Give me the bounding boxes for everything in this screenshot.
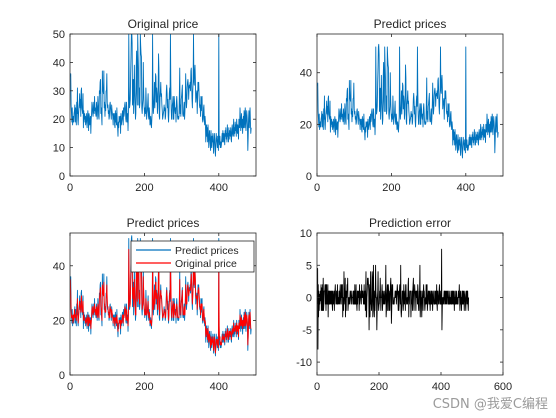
- subplot-prediction-error: 0 200 400 600 -10 -5 0 5 10 Prediction error: [296, 216, 512, 393]
- y-tick-label: 20: [53, 114, 65, 126]
- series-line-predict-prices: [70, 235, 252, 357]
- legend-box: [130, 240, 255, 273]
- x-tick-label: 200: [370, 381, 388, 393]
- x-tick-label: 0: [314, 381, 320, 393]
- x-tick-label: 0: [67, 381, 73, 393]
- y-tick-label: -5: [302, 325, 312, 337]
- y-tick-label: 10: [300, 228, 312, 240]
- y-tick-label: 50: [53, 29, 65, 41]
- x-tick-label: 600: [494, 381, 512, 393]
- subplot-predict-vs-original: 0 200 400 0 20 40 Predict prices Predict prices…: [53, 216, 257, 393]
- x-tick-label: 200: [135, 381, 153, 393]
- subplot-predict-prices: 0 200 400 0 20 40 Predict prices: [300, 17, 504, 194]
- x-tick-label: 200: [135, 182, 153, 194]
- y-tick-label: -10: [296, 357, 312, 369]
- x-tick-label: 0: [67, 182, 73, 194]
- y-tick-label: 20: [300, 119, 312, 131]
- y-tick-label: 0: [306, 293, 312, 305]
- axes-box: [316, 33, 504, 177]
- axes-box: [69, 33, 257, 177]
- y-tick-label: 0: [59, 171, 65, 183]
- x-tick-label: 400: [210, 182, 228, 194]
- series-line-0: [70, 34, 252, 157]
- series-line-original-price: [70, 240, 252, 354]
- series-line-0: [317, 43, 499, 159]
- y-tick-label: 40: [53, 261, 65, 273]
- y-tick-label: 10: [53, 143, 65, 155]
- x-tick-label: 200: [382, 182, 400, 194]
- legend-label: Predict prices: [175, 245, 239, 257]
- axes-box: [316, 232, 504, 376]
- watermark: CSDN @我爱C编程: [432, 397, 548, 412]
- y-tick-label: 0: [59, 370, 65, 382]
- subplot-title: Prediction error: [369, 216, 451, 230]
- subplot-title: Predict prices: [374, 17, 447, 31]
- y-tick-label: 5: [306, 260, 312, 272]
- y-tick-label: 40: [53, 57, 65, 69]
- axes-box: [69, 232, 257, 376]
- y-tick-label: 40: [300, 68, 312, 80]
- y-tick-label: 0: [306, 171, 312, 183]
- series-line-0: [317, 248, 470, 350]
- legend-label: Original price: [175, 258, 237, 270]
- x-tick-label: 400: [432, 381, 450, 393]
- x-tick-label: 400: [457, 182, 475, 194]
- x-tick-label: 0: [314, 182, 320, 194]
- x-tick-label: 400: [210, 381, 228, 393]
- subplot-title: Predict prices: [127, 216, 200, 230]
- subplot-original-price: 0 200 400 0 10 20 30 40 50 Original price: [53, 17, 257, 194]
- y-tick-label: 20: [53, 315, 65, 327]
- subplot-title: Original price: [128, 17, 199, 31]
- y-tick-label: 30: [53, 86, 65, 98]
